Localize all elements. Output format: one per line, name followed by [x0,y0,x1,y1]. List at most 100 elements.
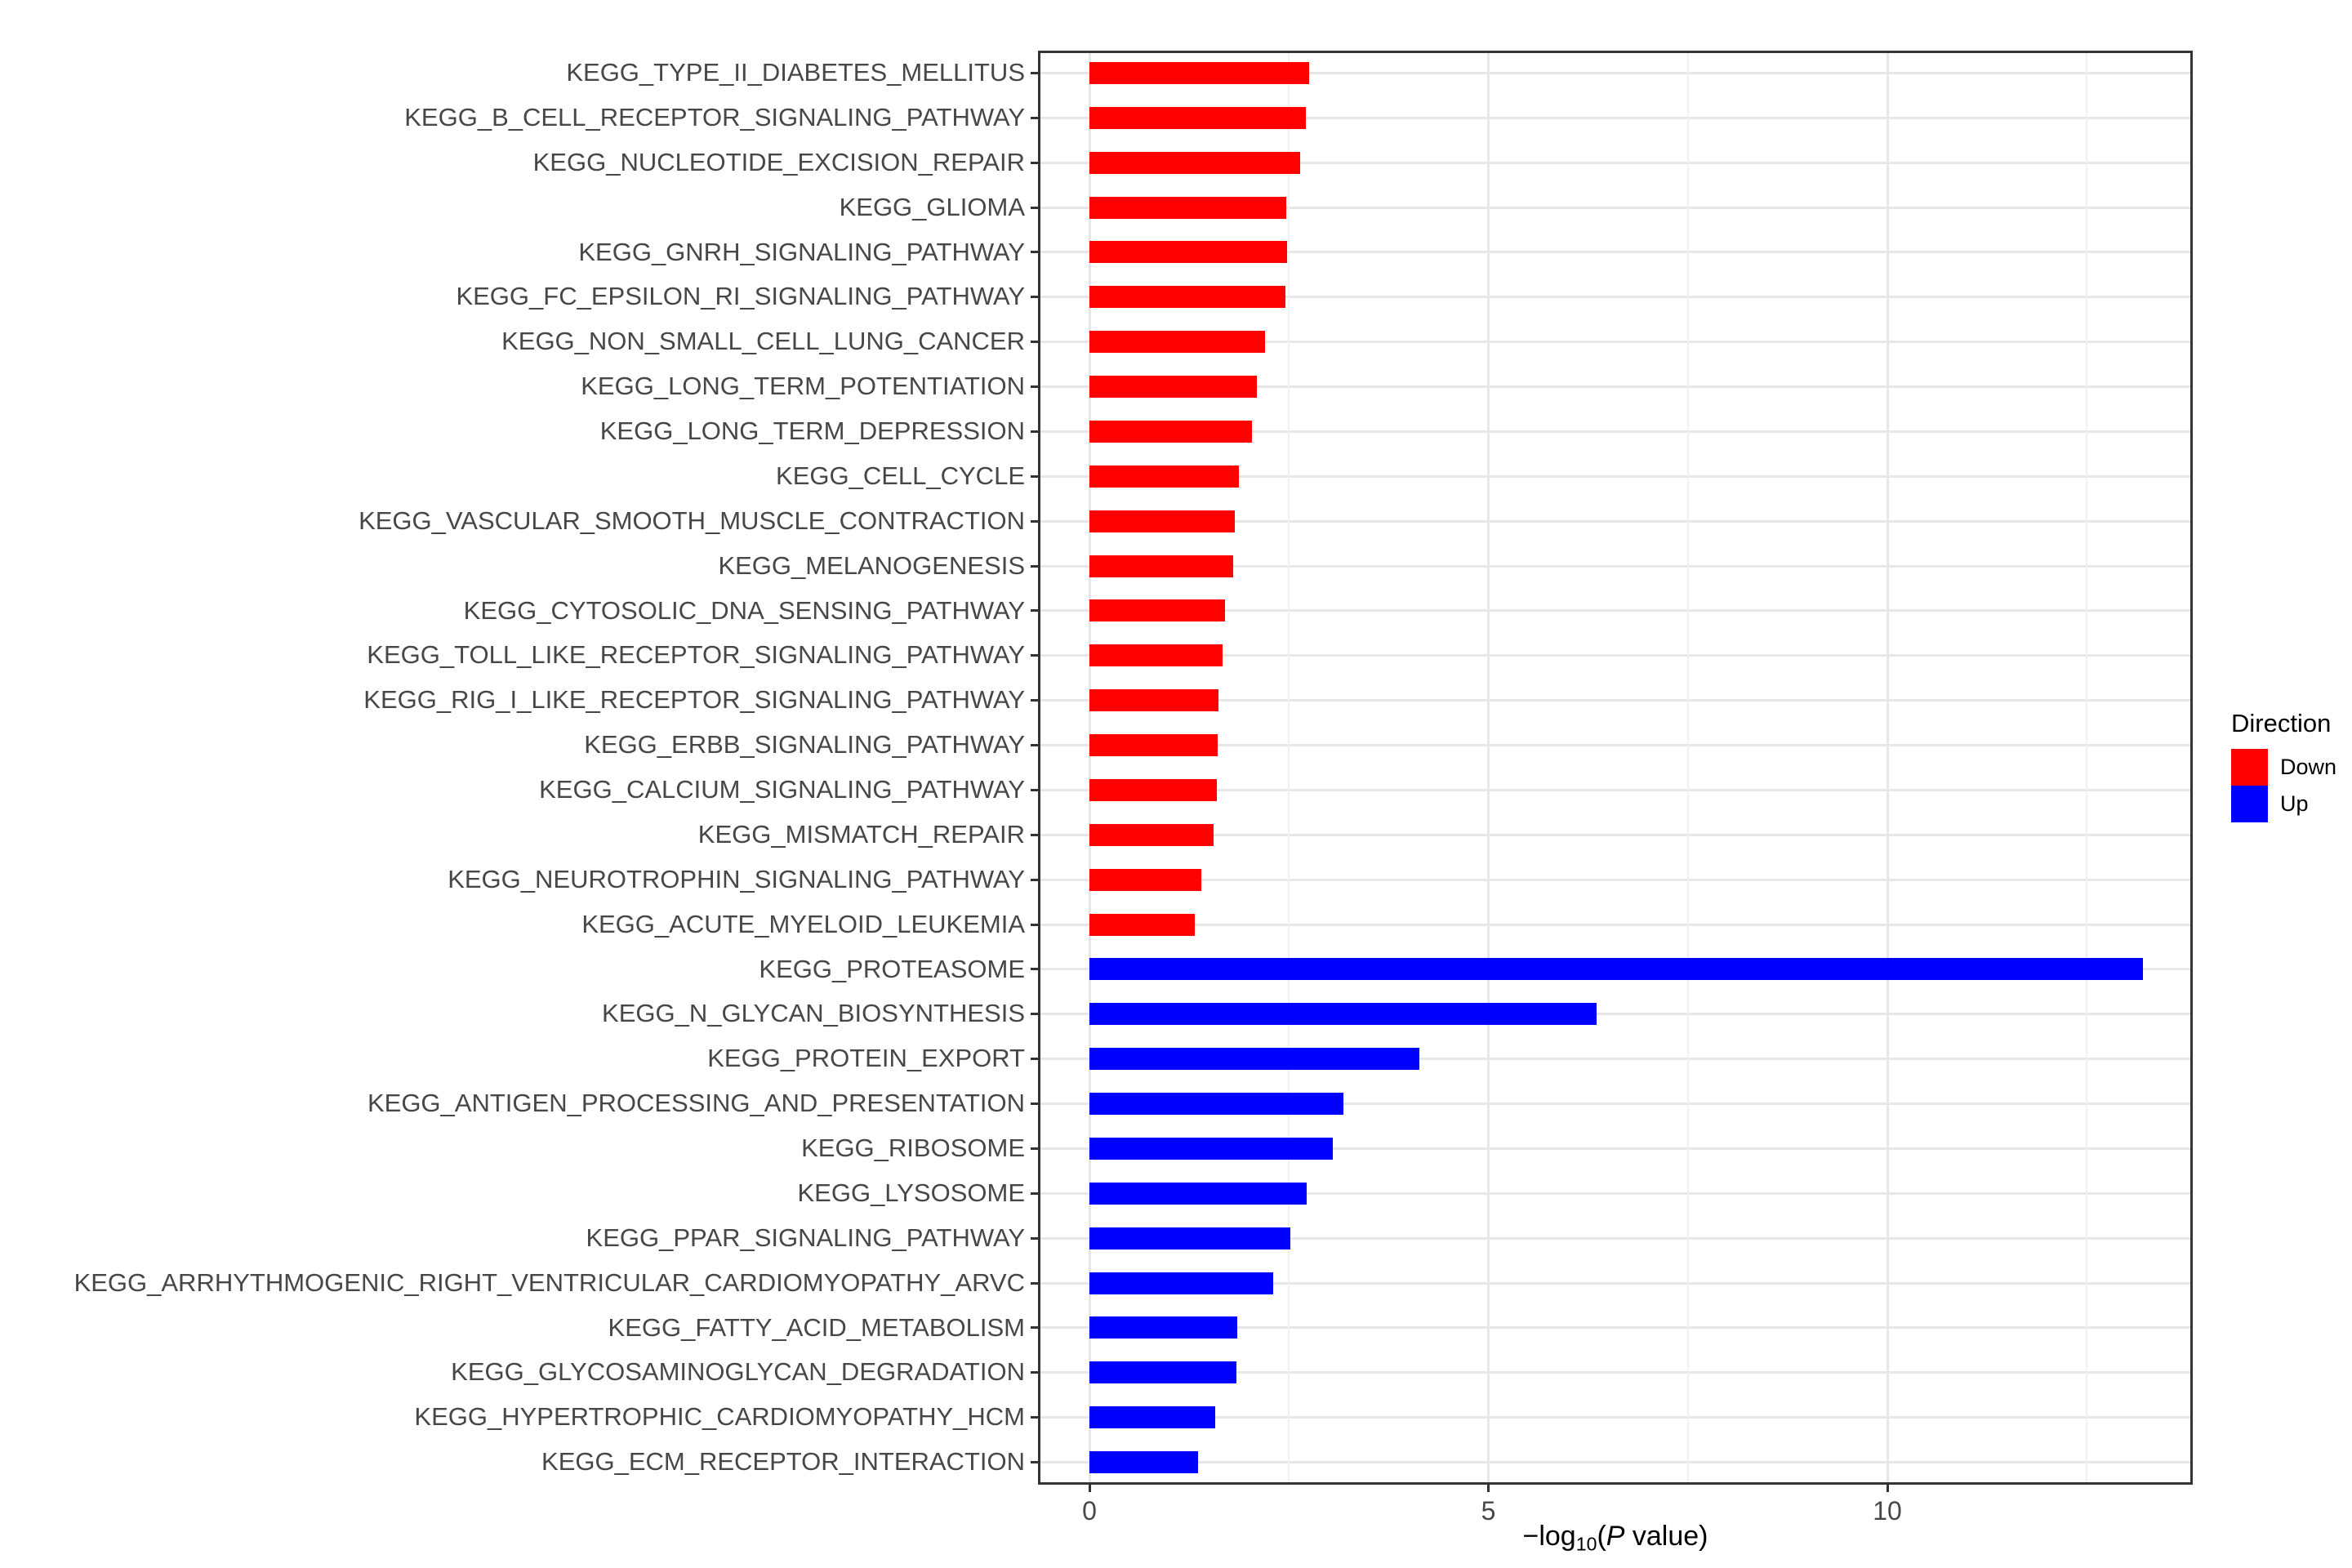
y-axis-label: KEGG_ACUTE_MYELOID_LEUKEMIA [581,909,1025,938]
bar-down [1089,555,1233,577]
y-axis-label: KEGG_ERBB_SIGNALING_PATHWAY [584,730,1025,760]
y-axis-tick [1031,1013,1038,1016]
y-axis-label: KEGG_FATTY_ACID_METABOLISM [608,1312,1025,1342]
bar-up [1089,1137,1333,1160]
bar-down [1089,196,1287,219]
y-axis-label: KEGG_ANTIGEN_PROCESSING_AND_PRESENTATION [367,1089,1025,1118]
bar-down [1089,644,1223,667]
grid-line-horizontal [1038,430,2193,433]
y-axis-label: KEGG_TYPE_II_DIABETES_MELLITUS [566,58,1025,87]
bar-up [1089,1406,1216,1429]
y-axis-label: KEGG_LONG_TERM_POTENTIATION [581,372,1025,401]
grid-line-horizontal [1038,788,2193,791]
y-axis-label: KEGG_VASCULAR_SMOOTH_MUSCLE_CONTRACTION [359,506,1025,535]
y-axis-label: KEGG_CALCIUM_SIGNALING_PATHWAY [539,775,1025,804]
bar-up [1089,1227,1291,1250]
y-axis-label: KEGG_LYSOSOME [797,1178,1025,1207]
bar-down [1089,689,1219,712]
y-axis-tick [1031,1281,1038,1285]
bar-up [1089,1093,1343,1116]
x-axis-tick-label: 5 [1481,1496,1496,1526]
y-axis-tick [1031,1416,1038,1419]
y-axis-tick [1031,788,1038,791]
y-axis-label: KEGG_HYPERTROPHIC_CARDIOMYOPATHY_HCM [414,1402,1025,1432]
y-axis-tick [1031,744,1038,747]
y-axis-tick [1031,161,1038,164]
y-axis-tick [1031,968,1038,971]
plot-panel [1038,51,2193,1485]
y-axis-label: KEGG_GNRH_SIGNALING_PATHWAY [578,237,1025,266]
y-axis-tick [1031,833,1038,836]
legend-label: Up [2280,791,2309,816]
x-axis-title-paren: ( [1597,1521,1606,1552]
bar-down [1089,734,1218,757]
grid-line-horizontal [1038,1058,2193,1061]
y-axis-tick [1031,430,1038,433]
legend-swatch-down [2231,749,2268,786]
y-axis-tick [1031,1147,1038,1150]
y-axis-tick [1031,251,1038,254]
grid-line-horizontal [1038,296,2193,299]
y-axis-tick [1031,1102,1038,1106]
legend-title: Direction [2231,709,2332,737]
grid-line-horizontal [1038,609,2193,612]
y-axis-tick [1031,654,1038,657]
legend-label: Down [2280,755,2337,779]
grid-line-horizontal [1038,1371,2193,1374]
y-axis-label: KEGG_LONG_TERM_DEPRESSION [599,416,1025,445]
grid-line-horizontal [1038,1192,2193,1195]
grid-line-vertical-major [1886,51,1889,1485]
y-axis-tick [1031,116,1038,119]
y-axis-tick [1031,385,1038,389]
bar-down [1089,286,1286,309]
y-axis-tick [1031,341,1038,344]
y-axis-label: KEGG_CELL_CYCLE [776,461,1025,490]
grid-line-horizontal [1038,1236,2193,1240]
y-axis-label: KEGG_RIBOSOME [801,1134,1025,1162]
grid-line-horizontal [1038,1281,2193,1285]
y-axis-label: KEGG_MELANOGENESIS [718,550,1025,580]
grid-line-horizontal [1038,744,2193,747]
bar-up [1089,1182,1307,1205]
y-axis-tick [1031,699,1038,702]
y-axis-tick [1031,878,1038,881]
y-axis-label: KEGG_MISMATCH_REPAIR [697,819,1025,849]
y-axis-tick [1031,1192,1038,1195]
y-axis-tick [1031,923,1038,926]
y-axis-label: KEGG_GLYCOSAMINOGLYCAN_DEGRADATION [451,1357,1025,1387]
grid-line-horizontal [1038,654,2193,657]
bar-up [1089,1316,1237,1339]
x-axis-title-prefix: −log [1522,1521,1576,1552]
x-axis-title-subscript: 10 [1575,1533,1597,1555]
grid-line-horizontal [1038,474,2193,478]
x-axis-title: −log10(P value) [1038,1521,2193,1555]
x-axis-title-suffix: value) [1624,1521,1708,1552]
grid-line-horizontal [1038,923,2193,926]
y-axis-tick [1031,564,1038,568]
x-axis-tick-label: 0 [1082,1496,1097,1526]
y-axis-label: KEGG_ECM_RECEPTOR_INTERACTION [541,1447,1025,1477]
y-axis-tick [1031,1461,1038,1464]
x-axis-tick [1088,1485,1091,1492]
y-axis-label: KEGG_GLIOMA [839,192,1025,221]
grid-line-horizontal [1038,161,2193,164]
y-axis-label: KEGG_B_CELL_RECEPTOR_SIGNALING_PATHWAY [404,102,1025,131]
y-axis-label: KEGG_CYTOSOLIC_DNA_SENSING_PATHWAY [463,595,1025,625]
grid-line-horizontal [1038,71,2193,74]
y-axis-tick [1031,1371,1038,1374]
grid-line-vertical-minor [2086,51,2088,1485]
bar-up [1089,1451,1198,1474]
y-axis-tick [1031,206,1038,209]
y-axis-label: KEGG_NEUROTROPHIN_SIGNALING_PATHWAY [448,864,1025,893]
bar-down [1089,61,1309,84]
y-axis-label: KEGG_PPAR_SIGNALING_PATHWAY [586,1223,1025,1252]
bar-down [1089,778,1218,801]
bar-down [1089,151,1300,174]
legend-swatch-up [2231,786,2268,822]
grid-line-horizontal [1038,1416,2193,1419]
y-axis-tick [1031,609,1038,612]
bar-down [1089,823,1214,846]
grid-line-horizontal [1038,1013,2193,1016]
y-axis-tick [1031,519,1038,523]
